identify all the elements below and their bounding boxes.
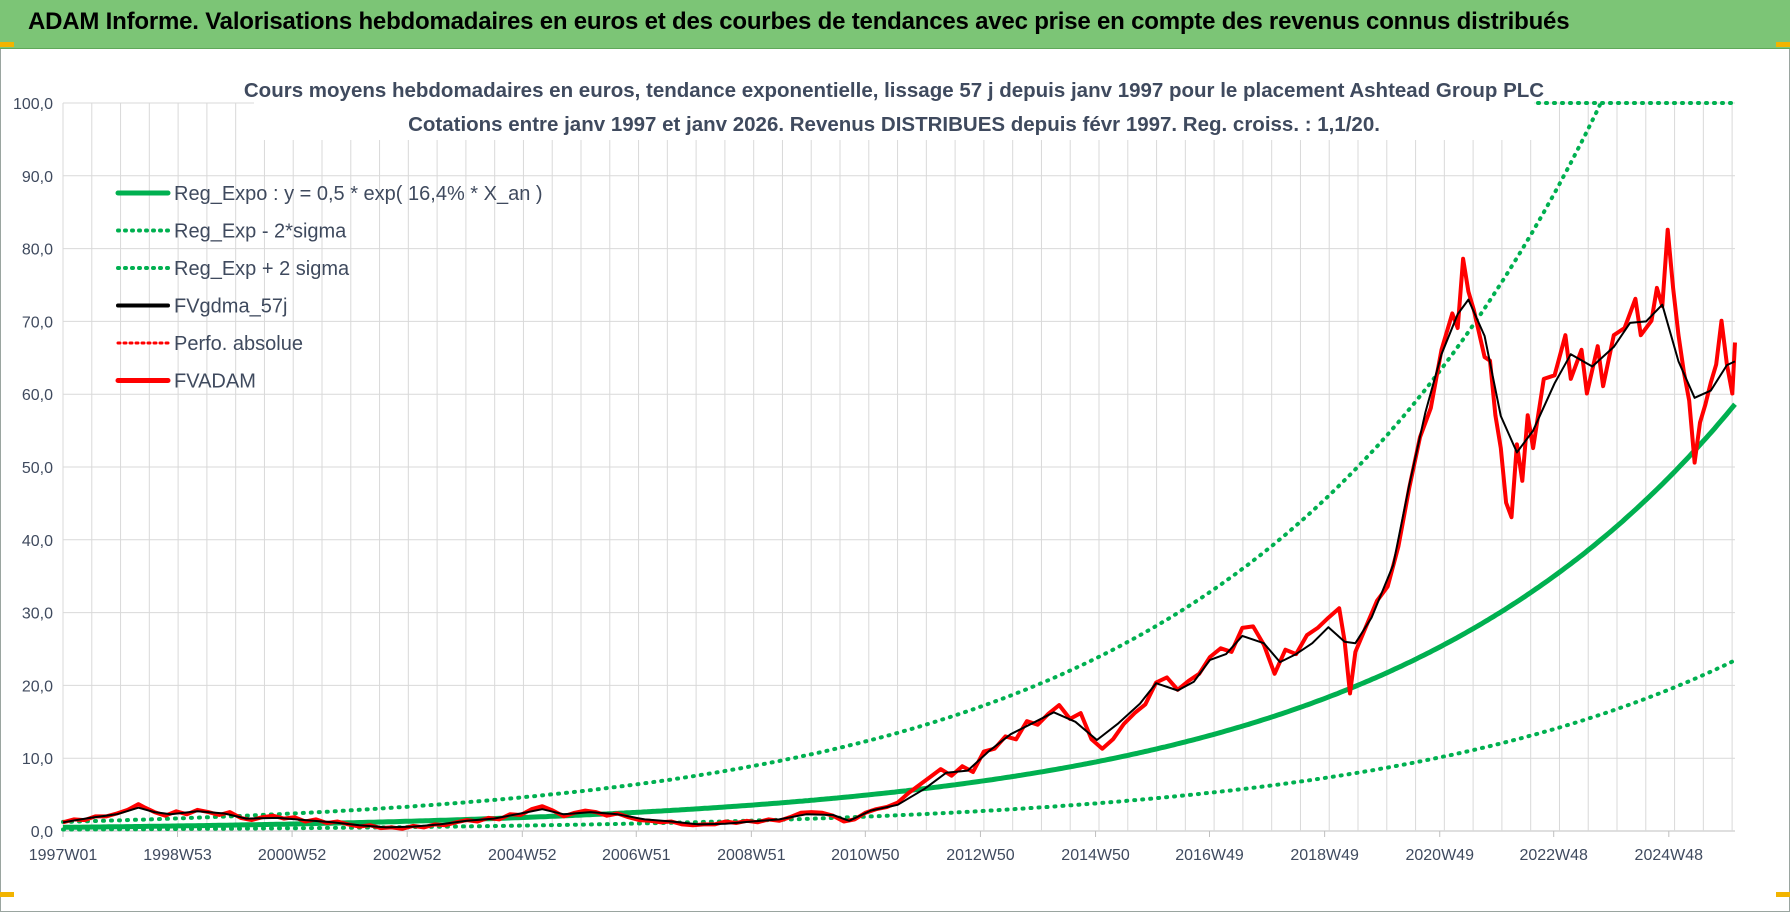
x-axis-labels: 1997W01 1998W53 2000W52 2002W52 2004W52 2006W… xyxy=(29,847,1703,864)
x-tick-label: 2024W48 xyxy=(1635,847,1704,864)
reg-exp-plus-2sigma-line xyxy=(61,103,1602,824)
y-tick-label: 20,0 xyxy=(22,678,53,695)
y-tick-label: 30,0 xyxy=(22,606,53,623)
corner-marker xyxy=(0,42,14,47)
legend-label: FVgdma_57j xyxy=(174,296,287,318)
x-tick-label: 2000W52 xyxy=(258,847,327,864)
page-title: ADAM Informe. Valorisations hebdomadaire… xyxy=(28,8,1570,35)
legend-label: Reg_Expo : y = 0,5 * exp( 16,4% * X_an ) xyxy=(174,183,543,205)
fvadam-line xyxy=(62,227,1737,831)
x-tick-label: 2020W49 xyxy=(1405,847,1474,864)
y-tick-label: 50,0 xyxy=(22,460,53,477)
x-tick-label: 2010W50 xyxy=(831,847,900,864)
chart-title-line1: Cours moyens hebdomadaires en euros, ten… xyxy=(244,79,1544,102)
title-background xyxy=(254,70,1534,140)
reg-expo-line xyxy=(62,402,1737,830)
corner-marker xyxy=(1776,892,1790,897)
x-tick-label: 2016W49 xyxy=(1175,847,1244,864)
y-tick-label: 60,0 xyxy=(22,387,53,404)
x-tick-label: 2012W50 xyxy=(946,847,1015,864)
legend-label: Reg_Exp - 2*sigma xyxy=(174,221,347,243)
x-tick-label: 1997W01 xyxy=(29,847,98,864)
chart-title-line2: Cotations entre janv 1997 et janv 2026. … xyxy=(408,113,1380,136)
y-tick-label: 10,0 xyxy=(22,751,53,768)
legend-label: FVADAM xyxy=(174,371,256,393)
x-tick-label: 2002W52 xyxy=(373,847,442,864)
legend: Reg_Expo : y = 0,5 * exp( 16,4% * X_an )… xyxy=(115,183,543,393)
x-tick-label: 2004W52 xyxy=(488,847,557,864)
y-tick-label: 100,0 xyxy=(13,96,53,113)
x-tick-label: 1998W53 xyxy=(143,847,212,864)
grid-lines xyxy=(62,102,1735,837)
y-tick-label: 0,0 xyxy=(31,824,53,841)
y-tick-label: 90,0 xyxy=(22,169,53,186)
header-bar: ADAM Informe. Valorisations hebdomadaire… xyxy=(0,0,1790,49)
x-tick-label: 2018W49 xyxy=(1290,847,1359,864)
x-tick-label: 2014W50 xyxy=(1061,847,1130,864)
legend-label: Reg_Exp + 2 sigma xyxy=(174,258,350,280)
x-tick-label: 2008W51 xyxy=(717,847,786,864)
fvgdma-57j-line xyxy=(62,298,1736,829)
plot-area xyxy=(61,101,1737,832)
corner-marker xyxy=(0,892,14,897)
y-tick-label: 80,0 xyxy=(22,242,53,259)
reg-exp-minus-2sigma-line xyxy=(61,658,1737,832)
x-tick-label: 2006W51 xyxy=(602,847,671,864)
legend-label: Perfo. absolue xyxy=(174,333,303,355)
x-tick-label: 2022W48 xyxy=(1519,847,1588,864)
y-tick-label: 40,0 xyxy=(22,533,53,550)
y-axis-labels: 0,0 10,0 20,0 30,0 40,0 50,0 60,0 70,0 80,0 90,0 1… xyxy=(13,96,53,841)
corner-marker xyxy=(1776,42,1790,47)
y-tick-label: 70,0 xyxy=(22,314,53,331)
